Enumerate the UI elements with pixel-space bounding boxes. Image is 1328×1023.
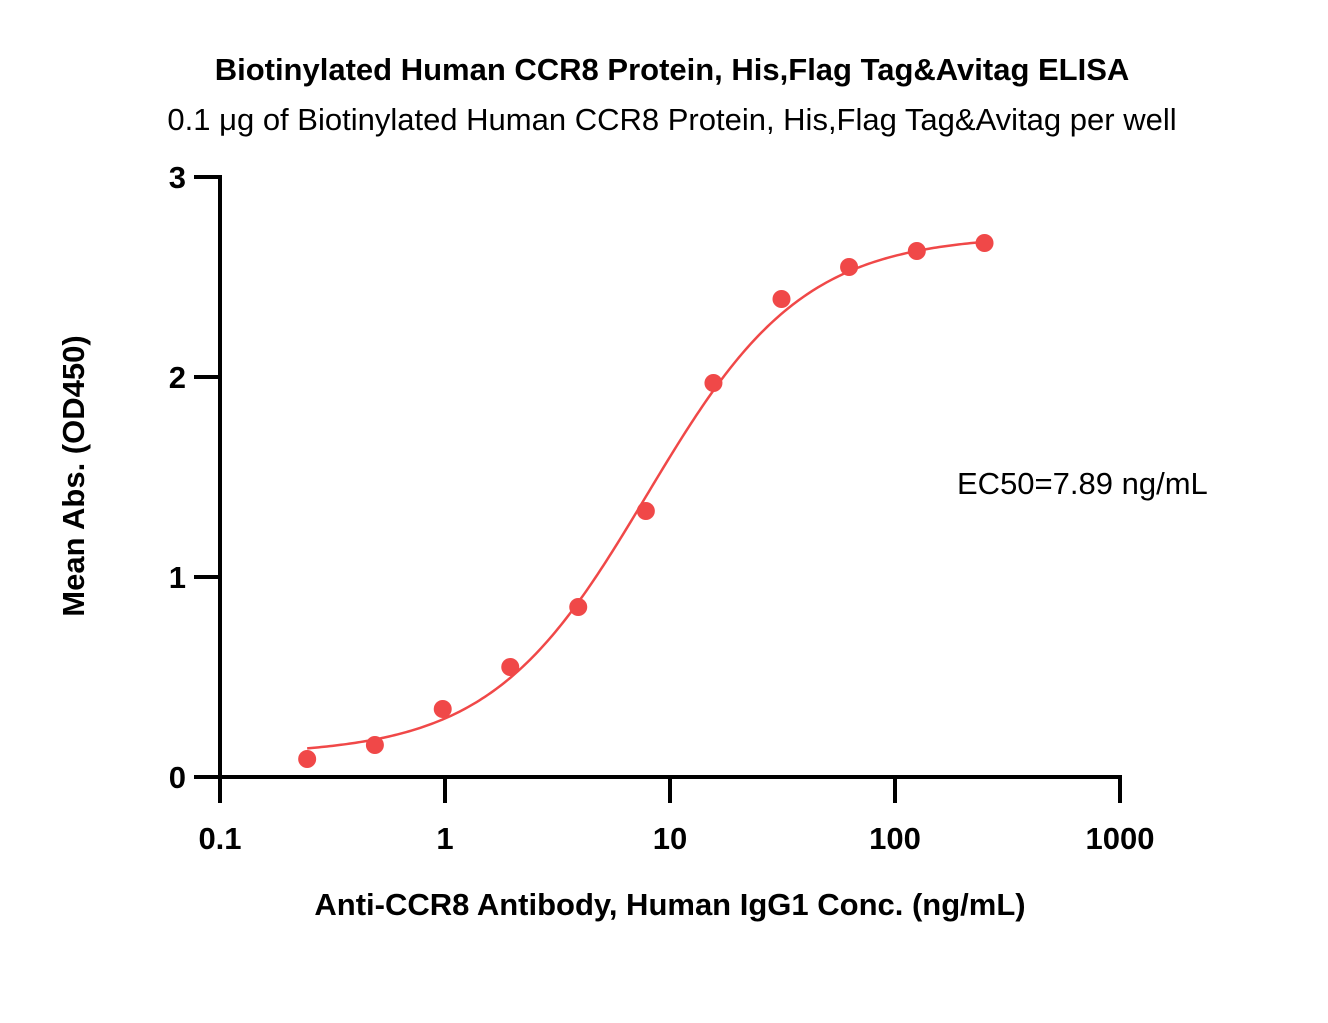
x-ticks: 0.1 1 10 100 1000 bbox=[198, 777, 1154, 856]
chart-subtitle: 0.1 μg of Biotinylated Human CCR8 Protei… bbox=[167, 102, 1176, 137]
y-axis-label: Mean Abs. (OD450) bbox=[56, 335, 91, 616]
data-point bbox=[365, 736, 384, 754]
y-tick-label: 1 bbox=[169, 560, 186, 595]
data-point bbox=[975, 234, 994, 252]
axes: 0 1 2 3 0.1 1 10 100 1000 bbox=[169, 160, 1155, 856]
x-axis-label: Anti-CCR8 Antibody, Human IgG1 Conc. (ng… bbox=[314, 887, 1025, 922]
y-tick-label: 3 bbox=[169, 160, 186, 195]
x-tick-label: 1000 bbox=[1086, 821, 1155, 856]
data-points bbox=[298, 234, 994, 768]
chart-title: Biotinylated Human CCR8 Protein, His,Fla… bbox=[215, 52, 1130, 87]
fit-curve bbox=[307, 240, 985, 750]
y-tick-label: 0 bbox=[169, 760, 186, 795]
data-point bbox=[907, 242, 926, 260]
data-point bbox=[840, 258, 859, 276]
data-point bbox=[501, 658, 520, 676]
x-tick-label: 0.1 bbox=[198, 821, 241, 856]
data-point bbox=[298, 750, 317, 768]
y-tick-label: 2 bbox=[169, 360, 186, 395]
data-point bbox=[569, 598, 588, 616]
ec50-annotation: EC50=7.89 ng/mL bbox=[957, 466, 1208, 501]
data-point bbox=[433, 700, 452, 718]
data-point bbox=[772, 290, 791, 308]
y-ticks: 0 1 2 3 bbox=[169, 160, 220, 795]
data-point bbox=[704, 374, 723, 392]
x-tick-label: 10 bbox=[653, 821, 687, 856]
data-point bbox=[636, 502, 655, 520]
x-tick-label: 100 bbox=[869, 821, 921, 856]
x-tick-label: 1 bbox=[436, 821, 453, 856]
